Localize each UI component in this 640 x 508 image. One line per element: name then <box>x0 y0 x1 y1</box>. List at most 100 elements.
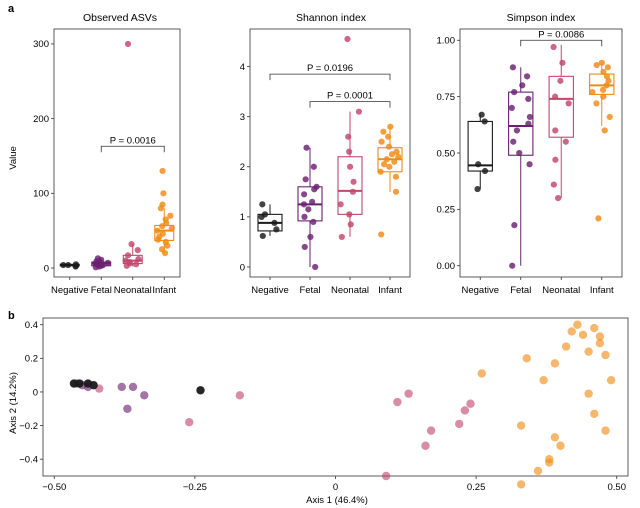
data-point-neonatal <box>134 247 141 254</box>
data-point-infant <box>589 89 596 96</box>
data-point-infant <box>593 61 600 69</box>
data-point-fetal <box>526 113 534 121</box>
data-point-infant <box>378 138 385 145</box>
data-point-infant <box>385 133 392 140</box>
data-point-neonatal <box>555 194 562 202</box>
shannon-index-plot: 0 1 2 3 4 Negative Fetal Neonatal Infant P = 0.01… <box>240 28 411 296</box>
data-point-negative <box>478 111 485 118</box>
shannon-index-ytick-label: 0 <box>240 262 245 273</box>
data-point-neonatal <box>559 59 566 66</box>
data-point-negative <box>475 161 482 168</box>
data-point-infant <box>599 86 607 93</box>
data-point-infant <box>601 127 608 134</box>
pcoa-point-infant <box>539 375 548 385</box>
pcoa-point-neonatal <box>460 406 470 415</box>
data-point-infant <box>380 128 387 135</box>
data-point-negative <box>259 201 266 208</box>
pcoa-point-infant <box>584 389 593 398</box>
simpson-index-xtick-label: Neonatal <box>542 285 580 296</box>
pcoa-point-infant <box>477 369 486 378</box>
data-point-neonatal <box>557 77 564 84</box>
data-point-neonatal <box>552 156 559 163</box>
data-point-fetal <box>509 262 516 269</box>
data-point-neonatal <box>562 138 569 145</box>
data-point-fetal <box>303 144 310 151</box>
data-point-fetal <box>310 218 317 225</box>
pcoa-point-neonatal <box>455 419 464 429</box>
pcoa-point-infant <box>578 330 588 340</box>
p-value-label: P = 0.0016 <box>110 135 156 146</box>
data-point-fetal <box>513 127 521 134</box>
data-point-infant <box>162 216 169 223</box>
data-point-fetal <box>301 243 308 251</box>
pcoa-point-infant <box>584 347 593 356</box>
data-point-infant <box>606 113 613 121</box>
observed-asvs-ytick-label: 300 <box>33 39 49 50</box>
pcoa-point-infant <box>550 359 560 368</box>
data-point-fetal <box>104 259 111 266</box>
data-point-infant <box>393 148 400 155</box>
data-point-neonatal <box>128 241 135 248</box>
pcoa-point-infant <box>590 323 599 333</box>
data-point-negative <box>65 261 72 269</box>
pcoa-point-negative <box>89 381 98 390</box>
pcoa-point-neonatal <box>404 389 413 398</box>
pcoa-point-infant <box>567 327 576 336</box>
shannon-index-ytick-label: 2 <box>240 162 245 173</box>
simpson-index-ytick-label: 1.00 <box>437 36 456 47</box>
data-point-infant <box>388 151 396 158</box>
pcoa-point-neonatal <box>393 397 402 407</box>
data-point-infant <box>385 143 393 150</box>
data-point-fetal <box>519 82 526 89</box>
shannon-index-ytick-label: 1 <box>240 212 245 223</box>
data-point-infant <box>603 73 611 80</box>
simpson-index-plot: 0.00 0.25 0.50 0.75 1.00 Negative Fetal Neonata… <box>437 28 623 296</box>
simpson-index-title: Simpson index <box>507 12 577 24</box>
simpson-index-xtick-label: Negative <box>462 285 500 296</box>
data-point-fetal <box>305 206 312 213</box>
pcoa-frame <box>42 317 629 477</box>
data-point-infant <box>387 123 394 130</box>
pcoa-ytick-label: 0.2 <box>25 354 38 365</box>
pcoa-point-infant <box>516 480 526 489</box>
pcoa-point-fetal <box>128 382 138 392</box>
pcoa-point-neonatal <box>421 441 430 450</box>
data-point-fetal <box>309 198 316 205</box>
data-point-fetal <box>525 120 532 127</box>
pcoa-point-infant <box>601 350 610 360</box>
simpson-index-ytick-label: 0.00 <box>437 261 456 272</box>
data-point-infant <box>593 100 600 107</box>
data-point-fetal <box>94 255 102 262</box>
data-point-negative <box>60 261 67 269</box>
pcoa-ylabel: Axis 2 (14.2%) <box>8 372 19 434</box>
data-point-infant <box>162 238 169 245</box>
observed-asvs-ytick-label: 100 <box>33 189 49 200</box>
pcoa-plot: −0.50 −0.25 0 0.25 0.50 −0.4 −0.2 0 0.2 0.4 <box>19 317 629 493</box>
data-point-negative <box>481 118 488 125</box>
pcoa-xtick-label: 0 <box>333 482 338 493</box>
data-point-infant <box>383 156 390 163</box>
data-point-negative <box>273 226 280 233</box>
data-point-neonatal <box>565 100 572 107</box>
pcoa-point-infant <box>556 441 565 450</box>
data-point-neonatal <box>550 43 557 51</box>
data-point-infant <box>595 215 602 222</box>
box-neonatal <box>548 75 574 138</box>
data-point-infant <box>158 246 166 253</box>
pcoa-xtick-label: −0.25 <box>183 482 207 493</box>
significance-bracket <box>309 101 391 108</box>
data-point-neonatal <box>344 35 351 43</box>
data-point-infant <box>600 93 607 100</box>
pcoa-ytick-label: 0.4 <box>25 320 38 331</box>
data-point-fetal <box>300 191 308 198</box>
data-point-fetal <box>509 64 517 71</box>
data-point-negative <box>259 232 266 240</box>
pcoa-point-neonatal <box>235 391 245 400</box>
observed-asvs-panel: Observed ASVs Value 0 100 200 300 Negative Fe… <box>8 12 181 296</box>
shannon-index-panel: Shannon index 0 1 2 3 4 Negative Fetal Neonatal… <box>240 12 411 296</box>
shannon-index-xtick-label: Negative <box>251 285 289 296</box>
observed-asvs-xtick-label: Fetal <box>91 285 112 296</box>
data-point-fetal <box>510 138 517 145</box>
simpson-index-ytick-label: 0.50 <box>437 148 456 159</box>
